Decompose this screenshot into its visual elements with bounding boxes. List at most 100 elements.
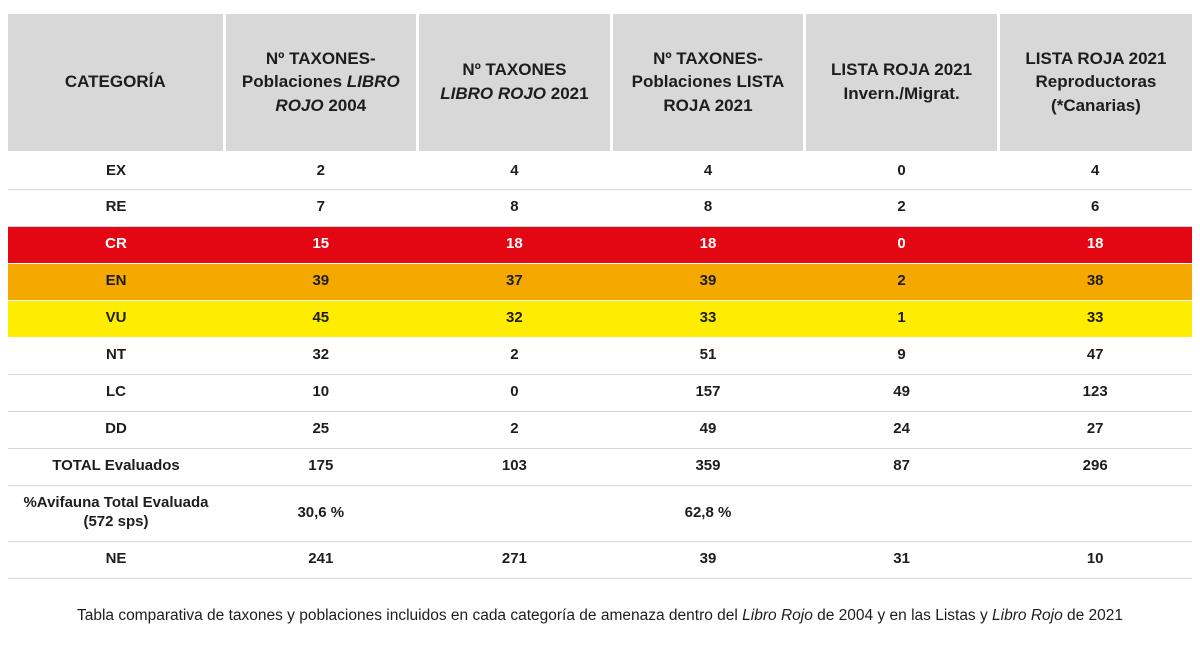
header-text: 2021 [546, 84, 589, 104]
value-cell: 0 [804, 226, 999, 264]
header-lista-roja-reproductoras: LISTA ROJA 2021 Reproductoras (*Canarias… [996, 14, 1192, 154]
header-taxones-libro-rojo-2021: Nº TAXONES LIBRO ROJO 2021 [416, 14, 612, 154]
value-cell: 18 [417, 226, 612, 264]
value-cell [804, 485, 999, 542]
caption-text: de 2004 y en las Listas y [812, 606, 993, 624]
value-cell: 123 [998, 374, 1192, 412]
header-text: CATEGORÍA [64, 72, 166, 92]
value-cell: 39 [611, 263, 805, 301]
table-row-ne: NE 241 271 39 31 10 [8, 541, 1192, 579]
value-cell: 296 [998, 448, 1192, 486]
value-cell: 157 [611, 374, 805, 412]
value-cell: 2 [417, 411, 612, 449]
table-row-cr: CR 15 18 18 0 18 [8, 226, 1192, 264]
header-lista-roja-invern-migrat: LISTA ROJA 2021 Invern./Migrat. [803, 14, 999, 154]
header-taxones-libro-rojo-2004: Nº TAXONES-Poblaciones LIBRO ROJO 2004 [222, 14, 418, 154]
value-cell: 33 [611, 300, 805, 338]
table-row-avifauna-pct: %Avifauna Total Evaluada (572 sps) 30,6 … [8, 485, 1192, 542]
value-cell: 10 [998, 541, 1192, 579]
value-cell: 38 [998, 263, 1192, 301]
value-cell: 37 [417, 263, 612, 301]
value-cell: 24 [804, 411, 999, 449]
category-cell: CR [8, 226, 224, 264]
value-cell: 4 [417, 152, 612, 190]
value-cell: 49 [804, 374, 999, 412]
value-cell: 31 [804, 541, 999, 579]
value-cell: 0 [804, 152, 999, 190]
header-text: LISTA ROJA 2021 Reproductoras (*Canarias… [1025, 48, 1167, 116]
value-cell: 2 [804, 263, 999, 301]
value-cell: 45 [224, 300, 418, 338]
value-cell: 49 [611, 411, 805, 449]
value-cell: 62,8 % [611, 485, 805, 542]
value-cell: 25 [224, 411, 418, 449]
table-row-lc: LC 10 0 157 49 123 [8, 374, 1192, 412]
table-row-nt: NT 32 2 51 9 47 [8, 337, 1192, 375]
value-cell: 39 [224, 263, 418, 301]
value-cell: 87 [804, 448, 999, 486]
category-cell: VU [8, 300, 224, 338]
header-text: LISTA ROJA 2021 Invern./Migrat. [831, 60, 973, 104]
value-cell: 10 [224, 374, 418, 412]
value-cell: 18 [998, 226, 1192, 264]
category-cell: TOTAL Evaluados [8, 448, 224, 486]
category-cell: NT [8, 337, 224, 375]
value-cell: 241 [224, 541, 418, 579]
value-cell: 18 [611, 226, 805, 264]
value-cell: 271 [417, 541, 612, 579]
table-row-total: TOTAL Evaluados 175 103 359 87 296 [8, 448, 1192, 486]
caption-italic: Libro Rojo [992, 606, 1063, 624]
value-cell: 1 [804, 300, 999, 338]
caption-text: de 2021 [1062, 606, 1124, 624]
category-cell: RE [8, 189, 224, 227]
value-cell: 15 [224, 226, 418, 264]
header-text: 2004 [323, 96, 367, 116]
value-cell: 8 [611, 189, 805, 227]
value-cell: 4 [611, 152, 805, 190]
value-cell: 6 [998, 189, 1192, 227]
value-cell: 175 [224, 448, 418, 486]
caption-text: Tabla comparativa de taxones y poblacion… [76, 606, 743, 624]
category-cell: EX [8, 152, 224, 190]
value-cell: 33 [998, 300, 1192, 338]
category-cell: EN [8, 263, 224, 301]
value-cell: 4 [998, 152, 1192, 190]
value-cell [998, 485, 1192, 542]
header-text: Nº TAXONES-Poblaciones LISTA ROJA 2021 [631, 48, 785, 116]
value-cell: 0 [417, 374, 612, 412]
value-cell: 2 [417, 337, 612, 375]
value-cell: 32 [417, 300, 612, 338]
value-cell: 30,6 % [224, 485, 418, 542]
value-cell: 32 [224, 337, 418, 375]
table-row-vu: VU 45 32 33 1 33 [8, 300, 1192, 338]
value-cell: 2 [224, 152, 418, 190]
table-caption: Tabla comparativa de taxones y poblacion… [8, 607, 1192, 625]
value-cell: 2 [804, 189, 999, 227]
table-row-dd: DD 25 2 49 24 27 [8, 411, 1192, 449]
header-categoria: CATEGORÍA [8, 14, 224, 154]
value-cell: 9 [804, 337, 999, 375]
category-cell: NE [8, 541, 224, 579]
category-cell: LC [8, 374, 224, 412]
header-taxones-lista-roja-2021: Nº TAXONES-Poblaciones LISTA ROJA 2021 [609, 14, 805, 154]
header-text-italic: LIBRO ROJO [275, 72, 400, 116]
caption-italic: Libro Rojo [742, 606, 813, 624]
value-cell: 27 [998, 411, 1192, 449]
value-cell: 47 [998, 337, 1192, 375]
category-cell: DD [8, 411, 224, 449]
value-cell [417, 485, 612, 542]
table-row-re: RE 7 8 8 2 6 [8, 189, 1192, 227]
value-cell: 7 [224, 189, 418, 227]
table-row-en: EN 39 37 39 2 38 [8, 263, 1192, 301]
value-cell: 103 [417, 448, 612, 486]
value-cell: 51 [611, 337, 805, 375]
header-text: Nº TAXONES-Poblaciones [241, 48, 376, 92]
comparison-table: CATEGORÍA Nº TAXONES-Poblaciones LIBRO R… [8, 14, 1192, 579]
value-cell: 8 [417, 189, 612, 227]
value-cell: 359 [611, 448, 805, 486]
header-text: Nº TAXONES [462, 60, 567, 80]
table-row-ex: EX 2 4 4 0 4 [8, 152, 1192, 190]
header-row: CATEGORÍA Nº TAXONES-Poblaciones LIBRO R… [8, 14, 1192, 154]
header-text-italic: LIBRO ROJO [440, 84, 547, 104]
